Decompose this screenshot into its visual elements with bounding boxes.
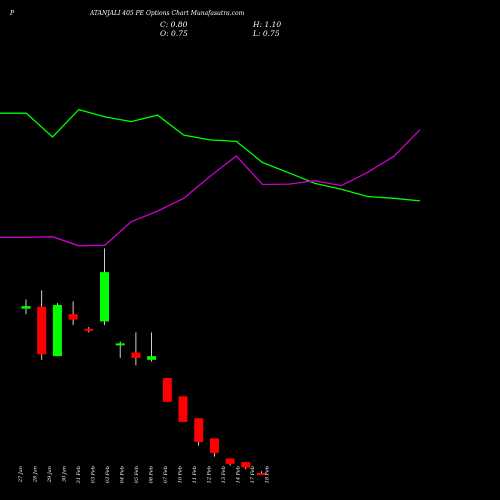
candle-body: [131, 352, 141, 358]
candle: [194, 418, 204, 446]
x-tick-label: 03 Feb: [105, 466, 111, 483]
candle: [37, 290, 47, 360]
x-tick-label: 11 Feb: [192, 466, 198, 483]
candle-body: [21, 306, 31, 309]
indicator-line-2: [0, 129, 421, 247]
candle-body: [68, 314, 78, 320]
candle: [131, 332, 141, 366]
candle-body: [37, 306, 47, 355]
chart-title-prefix: P: [9, 10, 15, 17]
x-tick-label: 27 Jan: [18, 466, 24, 483]
x-axis-labels: 27 Jan 28 Jan 29 Jan 30 Jan 31 Feb 03 Feb 03 F…: [18, 466, 271, 483]
high-readout: H: 1.10: [252, 20, 281, 29]
candle: [241, 462, 251, 470]
candle-body: [162, 378, 172, 402]
x-tick-label: 03 Feb: [91, 466, 97, 483]
x-tick-label: 06 Feb: [149, 466, 155, 483]
x-tick-label: 12 Feb: [207, 466, 213, 483]
moving-average-lines: [0, 108, 421, 247]
x-tick-label: 18 Feb: [265, 466, 271, 483]
x-tick-label: 07 Feb: [163, 466, 169, 483]
candles: [21, 248, 266, 476]
candle-body: [194, 418, 204, 442]
open-readout: O: 0.75: [160, 29, 188, 38]
candle: [84, 326, 94, 333]
candle: [162, 378, 172, 402]
x-tick-label: 13 Feb: [221, 466, 227, 483]
x-tick-label: 14 Feb: [236, 466, 242, 483]
close-readout: C: 0.80: [160, 20, 188, 29]
candle-body: [52, 305, 62, 357]
candle-body: [147, 356, 157, 360]
candle: [115, 341, 125, 358]
candle-body: [178, 396, 188, 422]
candle: [100, 248, 109, 326]
candle-body: [225, 458, 235, 464]
candle: [178, 396, 188, 422]
x-tick-label: 30 Jan: [62, 466, 68, 482]
candle: [52, 303, 62, 357]
x-tick-label: 29 Jan: [47, 466, 53, 483]
candle: [21, 299, 31, 315]
candle: [147, 332, 157, 362]
x-tick-label: 17 Feb: [250, 466, 256, 483]
candle-body: [257, 473, 266, 476]
candle-body: [241, 462, 251, 468]
candle-body: [115, 343, 125, 346]
indicator-line-1: [0, 108, 421, 202]
candle: [257, 471, 266, 476]
x-tick-label: 05 Feb: [134, 466, 140, 483]
candle: [225, 458, 235, 466]
low-readout: L: 0.75: [252, 29, 280, 38]
candle-body: [84, 328, 94, 331]
candle: [209, 438, 219, 457]
x-tick-label: 10 Feb: [178, 466, 184, 483]
candle: [68, 301, 78, 326]
x-tick-label: 28 Jan: [33, 466, 39, 483]
chart-title: ATANJALI 405 PE Options Chart Munafasutr…: [89, 10, 245, 17]
candle-body: [100, 272, 109, 322]
x-tick-label: 31 Feb: [76, 466, 82, 483]
candle-body: [209, 438, 219, 453]
x-tick-label: 04 Feb: [120, 466, 126, 483]
